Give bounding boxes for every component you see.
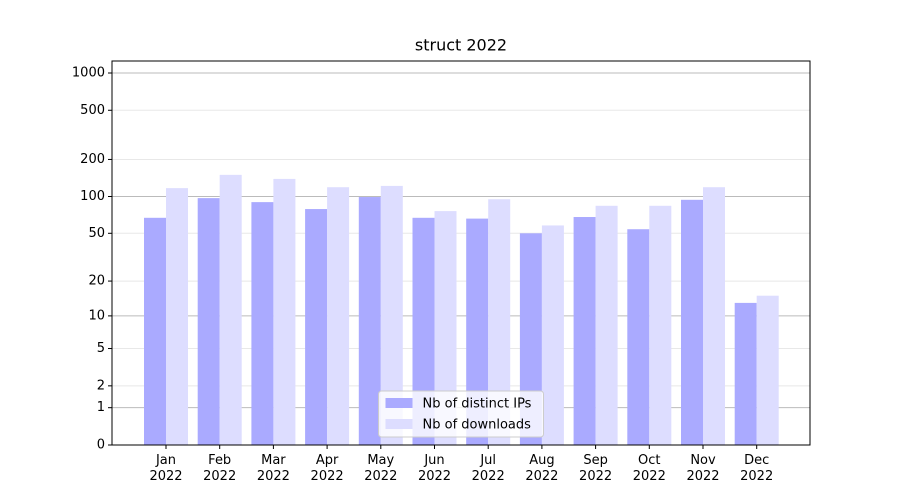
bar xyxy=(541,225,564,445)
y-tick-label: 2 xyxy=(97,378,105,393)
bar xyxy=(380,185,403,445)
x-tick-label: May 2022 xyxy=(364,453,398,484)
bar xyxy=(166,188,188,445)
y-tick-label: 1000 xyxy=(72,66,105,81)
legend-label: Nb of downloads xyxy=(423,418,532,433)
bar xyxy=(627,229,650,445)
bar xyxy=(649,205,672,445)
bar xyxy=(358,197,381,445)
legend-swatch xyxy=(385,419,413,429)
x-tick-label: Jan 2022 xyxy=(149,453,183,484)
bar xyxy=(219,174,242,445)
chart-title: struct 2022 xyxy=(415,36,507,55)
x-tick-label: Nov 2022 xyxy=(686,453,720,484)
bar xyxy=(434,211,457,445)
y-tick-label: 500 xyxy=(80,103,105,118)
bar xyxy=(273,178,296,445)
bar xyxy=(756,295,779,445)
x-tick-label: Jul 2022 xyxy=(471,453,505,484)
bar xyxy=(251,202,274,445)
y-tick-label: 1 xyxy=(97,400,105,415)
bar xyxy=(488,199,511,445)
bar xyxy=(703,187,725,445)
bar xyxy=(573,217,596,445)
y-tick-label: 50 xyxy=(88,226,105,241)
x-tick-label: Dec 2022 xyxy=(740,453,774,484)
bar xyxy=(144,217,166,445)
plot-frame xyxy=(111,60,811,446)
bar xyxy=(595,205,618,445)
y-tick-label: 200 xyxy=(80,152,105,167)
y-tick-label: 20 xyxy=(88,274,105,289)
x-tick-label: Jun 2022 xyxy=(417,453,452,484)
y-tick-label: 0 xyxy=(97,438,105,453)
x-tick-label: Mar 2022 xyxy=(256,453,290,484)
x-tick-label: Feb 2022 xyxy=(203,453,237,484)
bar xyxy=(197,198,220,445)
x-tick-label: Aug 2022 xyxy=(525,453,559,484)
x-tick-label: Oct 2022 xyxy=(632,453,666,484)
x-tick-label: Sep 2022 xyxy=(579,453,613,484)
bar xyxy=(466,218,489,445)
legend-label: Nb of distinct IPs xyxy=(423,397,532,412)
legend-swatch xyxy=(385,398,413,408)
bar xyxy=(305,209,328,445)
bar xyxy=(327,187,350,445)
bar xyxy=(734,302,757,445)
y-tick-label: 5 xyxy=(97,341,105,356)
legend-frame xyxy=(378,390,544,438)
bar xyxy=(681,199,703,445)
x-tick-label: Apr 2022 xyxy=(310,453,344,484)
bar xyxy=(412,217,435,445)
y-tick-label: 100 xyxy=(80,189,105,204)
y-tick-label: 10 xyxy=(88,308,105,323)
legend: Nb of distinct IPs Nb of downloads xyxy=(378,390,544,438)
